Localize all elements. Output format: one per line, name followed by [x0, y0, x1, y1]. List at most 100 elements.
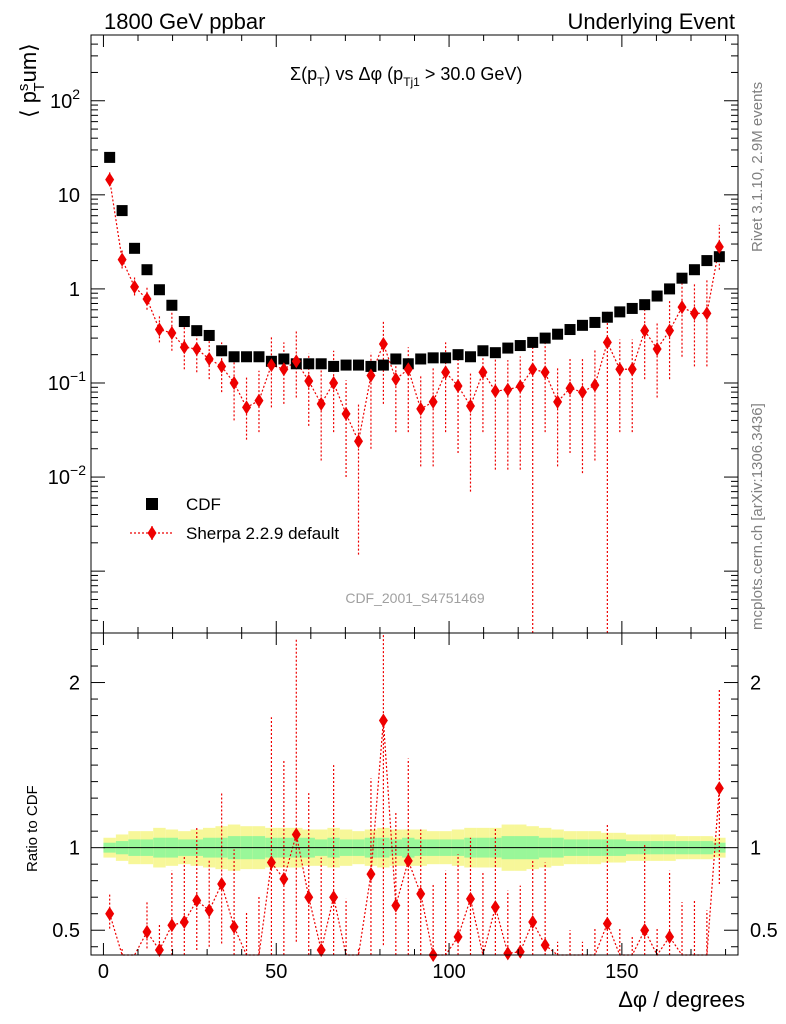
- mc-point: [354, 434, 364, 449]
- main-y-tick-base: 10: [48, 373, 70, 395]
- x-tick-label: 150: [605, 961, 638, 983]
- ratio-y-tick-label-left: 2: [69, 673, 80, 695]
- mc-point: [341, 406, 351, 421]
- main-y-tick-label: 10: [58, 185, 80, 207]
- main-y-tick-exp: −1: [70, 368, 86, 384]
- mc-point: [316, 396, 326, 411]
- ratio-point: [403, 853, 413, 868]
- cdf-point: [464, 351, 476, 363]
- mc-point: [167, 325, 177, 340]
- main-y-tick-label: 1: [69, 279, 80, 301]
- mc-point: [441, 365, 451, 380]
- cdf-point: [116, 205, 128, 217]
- cdf-point: [639, 299, 651, 311]
- main-y-tick-exp: −2: [70, 462, 86, 478]
- mc-point: [714, 239, 724, 254]
- cdf-point: [153, 284, 165, 296]
- mc-point: [254, 393, 264, 408]
- cdf-point: [701, 255, 713, 267]
- ratio-y-ticks: 0.5 0.5 1 1 2 2: [52, 649, 778, 948]
- mc-point: [279, 362, 289, 377]
- cdf-point: [278, 353, 290, 365]
- mc-point: [291, 354, 301, 369]
- rivet-version-label: Rivet 3.1.10, 2.9M events: [749, 82, 766, 252]
- ratio-point: [291, 827, 301, 842]
- cdf-point: [514, 340, 526, 352]
- mcplots-label: mcplots.cern.ch [arXiv:1306.3436]: [749, 403, 766, 630]
- mc-point: [553, 394, 563, 409]
- ratio-point: [329, 890, 339, 905]
- plot-title-part2: ) vs Δφ (p: [324, 64, 403, 84]
- ratio-point: [503, 946, 513, 961]
- ratio-y-tick-label-left: 1: [69, 838, 80, 860]
- main-y-tick-exp: 2: [72, 86, 80, 102]
- mc-error-bars: [109, 171, 720, 633]
- cdf-point: [241, 351, 253, 363]
- mc-point: [130, 279, 140, 294]
- mc-point: [590, 378, 600, 393]
- main-y-axis-label: ⟨ psTum⟩: [15, 43, 48, 118]
- main-y-tick-label: 102: [50, 86, 80, 113]
- cdf-point: [527, 336, 539, 348]
- legend-cdf-label: CDF: [186, 495, 221, 514]
- mc-point: [503, 382, 513, 397]
- cdf-point: [452, 349, 464, 361]
- ratio-point: [515, 944, 525, 959]
- main-y-tick-label: 10−2: [48, 462, 86, 489]
- main-y-tick-base: 10: [50, 91, 72, 113]
- cdf-point: [589, 316, 601, 328]
- mc-point: [304, 373, 314, 388]
- mc-point: [242, 400, 252, 415]
- ylabel-open: ⟨ p: [16, 91, 41, 118]
- ratio-point: [528, 914, 538, 929]
- cdf-point: [104, 151, 116, 163]
- mc-point: [528, 362, 538, 377]
- ratio-point: [142, 924, 152, 939]
- mc-point: [204, 351, 214, 366]
- ratio-y-tick-label-right: 1: [750, 838, 761, 860]
- cdf-point: [315, 358, 327, 370]
- mc-point: [465, 398, 475, 413]
- mc-point: [378, 336, 388, 351]
- legend-mc-label: Sherpa 2.2.9 default: [186, 524, 339, 543]
- mc-point: [640, 323, 650, 338]
- cdf-point: [141, 264, 153, 276]
- cdf-point: [353, 359, 365, 371]
- cdf-point: [676, 272, 688, 284]
- header-left: 1800 GeV ppbar: [104, 9, 265, 34]
- ratio-point: [391, 898, 401, 913]
- cdf-point: [601, 311, 613, 323]
- mc-point: [391, 372, 401, 387]
- ratio-point: [279, 872, 289, 887]
- ylabel-sup: s: [15, 84, 32, 92]
- cdf-point: [166, 299, 178, 311]
- ratio-point: [416, 886, 426, 901]
- header-right: Underlying Event: [567, 9, 735, 34]
- plot-title-sub-tj1: Tj1: [403, 75, 420, 89]
- ratio-point: [366, 867, 376, 882]
- x-tick-label: 100: [432, 961, 465, 983]
- cdf-point: [365, 360, 377, 372]
- mc-point: [192, 341, 202, 356]
- cdf-point: [340, 359, 352, 371]
- ratio-panel: 0 50 100 150 0.5 0.5 1 1 2 2 Ratio to CDF Δφ / d…: [24, 632, 778, 1012]
- cdf-point: [427, 352, 439, 364]
- ylabel-close: um⟩: [16, 43, 41, 82]
- mc-point: [105, 172, 115, 187]
- cdf-point: [228, 351, 240, 363]
- mc-point: [266, 358, 276, 373]
- cdf-point: [713, 251, 725, 263]
- mc-point: [702, 306, 712, 321]
- cdf-point: [489, 347, 501, 359]
- mc-point: [689, 306, 699, 321]
- mc-point: [117, 252, 127, 267]
- cdf-point: [477, 345, 489, 357]
- ratio-point: [217, 876, 227, 891]
- cdf-point: [651, 290, 663, 302]
- ylabel-sub: T: [31, 82, 48, 91]
- ratio-point: [714, 781, 724, 796]
- mc-point: [478, 365, 488, 380]
- ratio-point: [490, 900, 500, 915]
